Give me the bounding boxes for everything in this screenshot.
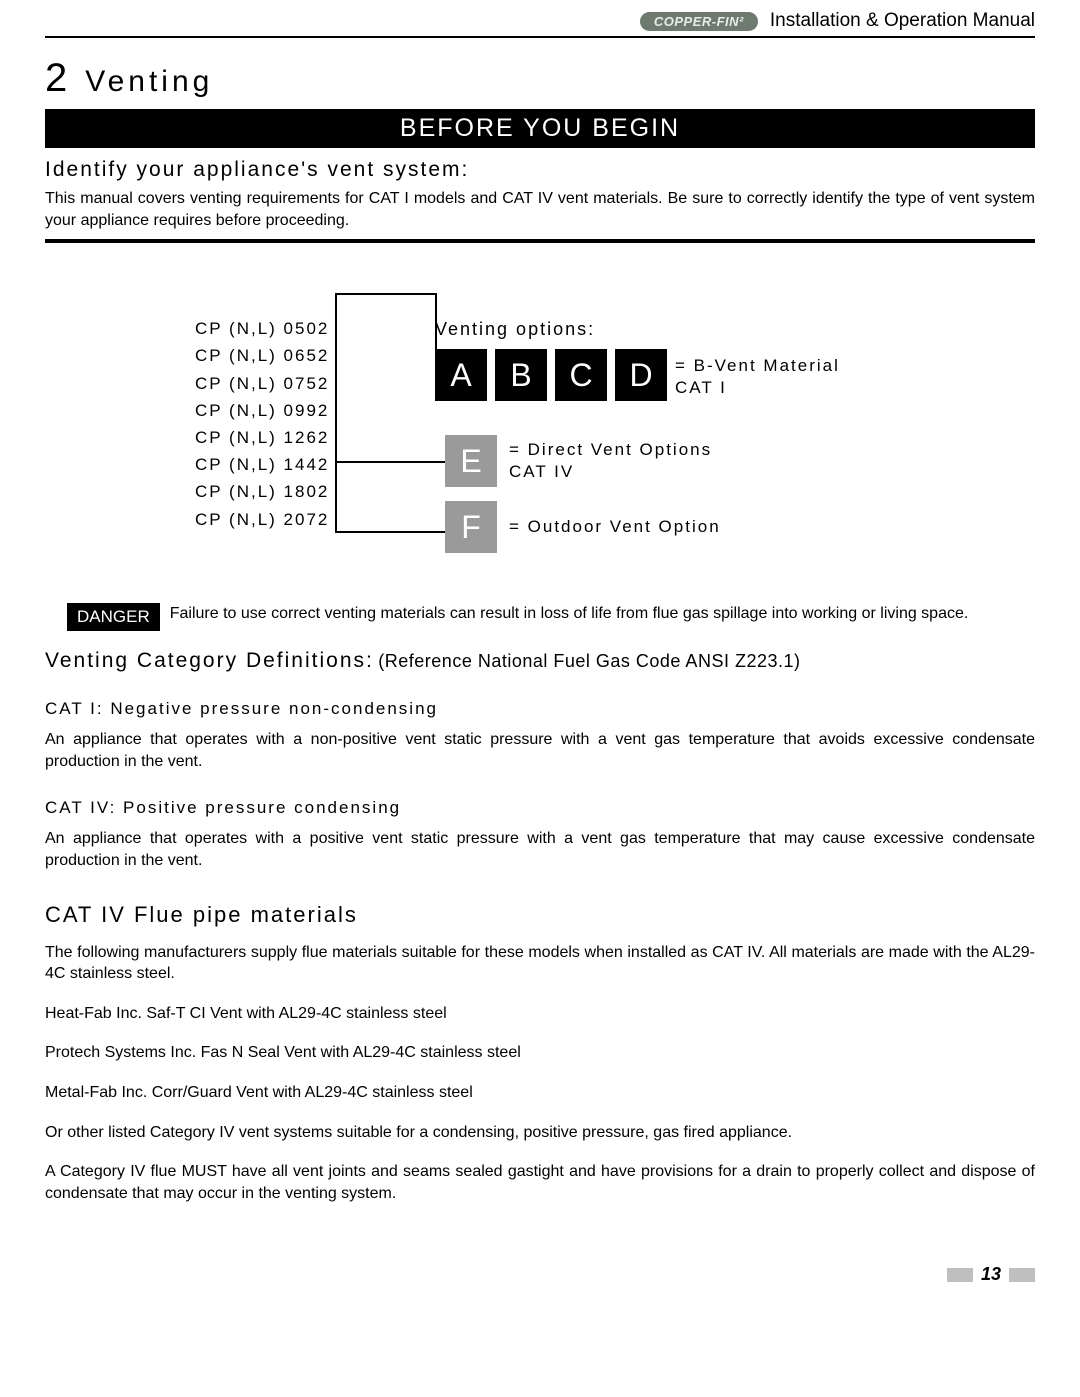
abcd-desc-line1: = B-Vent Material — [675, 356, 840, 375]
horizontal-rule — [45, 239, 1035, 243]
flue-p1: The following manufacturers supply flue … — [45, 942, 1035, 985]
model-item: CP (N,L) 2072 — [195, 506, 329, 533]
cat4-heading: CAT IV: Positive pressure condensing — [45, 798, 1035, 818]
flue-p5: Or other listed Category IV vent systems… — [45, 1122, 1035, 1144]
model-item: CP (N,L) 0502 — [195, 315, 329, 342]
defs-heading-row: Venting Category Definitions: (Reference… — [45, 649, 1035, 673]
page-footer: 13 — [45, 1264, 1035, 1285]
header-title: Installation & Operation Manual — [770, 10, 1035, 32]
danger-text: Failure to use correct venting materials… — [170, 603, 969, 625]
footer-decor-left — [947, 1268, 973, 1282]
option-box-a: A — [435, 349, 487, 401]
option-box-f: F — [445, 501, 497, 553]
e-description: = Direct Vent Options CAT IV — [509, 439, 712, 483]
flue-p2: Heat-Fab Inc. Saf-T CI Vent with AL29-4C… — [45, 1003, 1035, 1025]
danger-badge: DANGER — [67, 603, 160, 631]
page-number: 13 — [981, 1264, 1001, 1285]
bracket-line — [335, 461, 445, 463]
footer-decor-right — [1009, 1268, 1035, 1282]
model-item: CP (N,L) 1442 — [195, 451, 329, 478]
e-desc-line1: = Direct Vent Options — [509, 440, 712, 459]
section-bar-before-you-begin: BEFORE YOU BEGIN — [45, 109, 1035, 148]
brand-badge: COPPER-FIN² — [640, 12, 758, 31]
model-item: CP (N,L) 1262 — [195, 424, 329, 451]
model-item: CP (N,L) 1802 — [195, 478, 329, 505]
model-list: CP (N,L) 0502 CP (N,L) 0652 CP (N,L) 075… — [195, 315, 329, 533]
identify-heading: Identify your appliance's vent system: — [45, 158, 1035, 182]
cat1-body: An appliance that operates with a non-po… — [45, 729, 1035, 772]
f-row: F = Outdoor Vent Option — [445, 501, 721, 553]
model-item: CP (N,L) 0992 — [195, 397, 329, 424]
flue-p3: Protech Systems Inc. Fas N Seal Vent wit… — [45, 1042, 1035, 1064]
chapter-name: Venting — [85, 65, 213, 99]
option-box-d: D — [615, 349, 667, 401]
identify-body: This manual covers venting requirements … — [45, 188, 1035, 231]
option-box-b: B — [495, 349, 547, 401]
e-row: E = Direct Vent Options CAT IV — [445, 435, 712, 487]
danger-callout: DANGER Failure to use correct venting ma… — [67, 603, 1035, 631]
abcd-description: = B-Vent Material CAT I — [675, 355, 840, 399]
bracket-line — [335, 293, 435, 295]
vent-diagram: CP (N,L) 0502 CP (N,L) 0652 CP (N,L) 075… — [45, 283, 1035, 563]
abcd-desc-line2: CAT I — [675, 378, 727, 397]
chapter-number: 2 — [45, 56, 67, 101]
chapter-heading: 2 Venting — [45, 56, 1035, 101]
option-box-c: C — [555, 349, 607, 401]
option-box-e: E — [445, 435, 497, 487]
flue-p4: Metal-Fab Inc. Corr/Guard Vent with AL29… — [45, 1082, 1035, 1104]
cat4-body: An appliance that operates with a positi… — [45, 828, 1035, 871]
bracket-line — [335, 531, 445, 533]
page-header: COPPER-FIN² Installation & Operation Man… — [45, 10, 1035, 38]
f-description: = Outdoor Vent Option — [509, 516, 721, 538]
flue-heading: CAT IV Flue pipe materials — [45, 902, 1035, 928]
model-item: CP (N,L) 0752 — [195, 370, 329, 397]
defs-reference: (Reference National Fuel Gas Code ANSI Z… — [378, 651, 800, 671]
flue-p6: A Category IV flue MUST have all vent jo… — [45, 1161, 1035, 1204]
model-item: CP (N,L) 0652 — [195, 342, 329, 369]
cat1-heading: CAT I: Negative pressure non-condensing — [45, 699, 1035, 719]
defs-heading: Venting Category Definitions: — [45, 649, 374, 672]
venting-options-label: Venting options: — [435, 319, 595, 340]
e-desc-line2: CAT IV — [509, 462, 574, 481]
abcd-row: A B C D — [435, 349, 667, 401]
bracket-line — [335, 293, 337, 533]
